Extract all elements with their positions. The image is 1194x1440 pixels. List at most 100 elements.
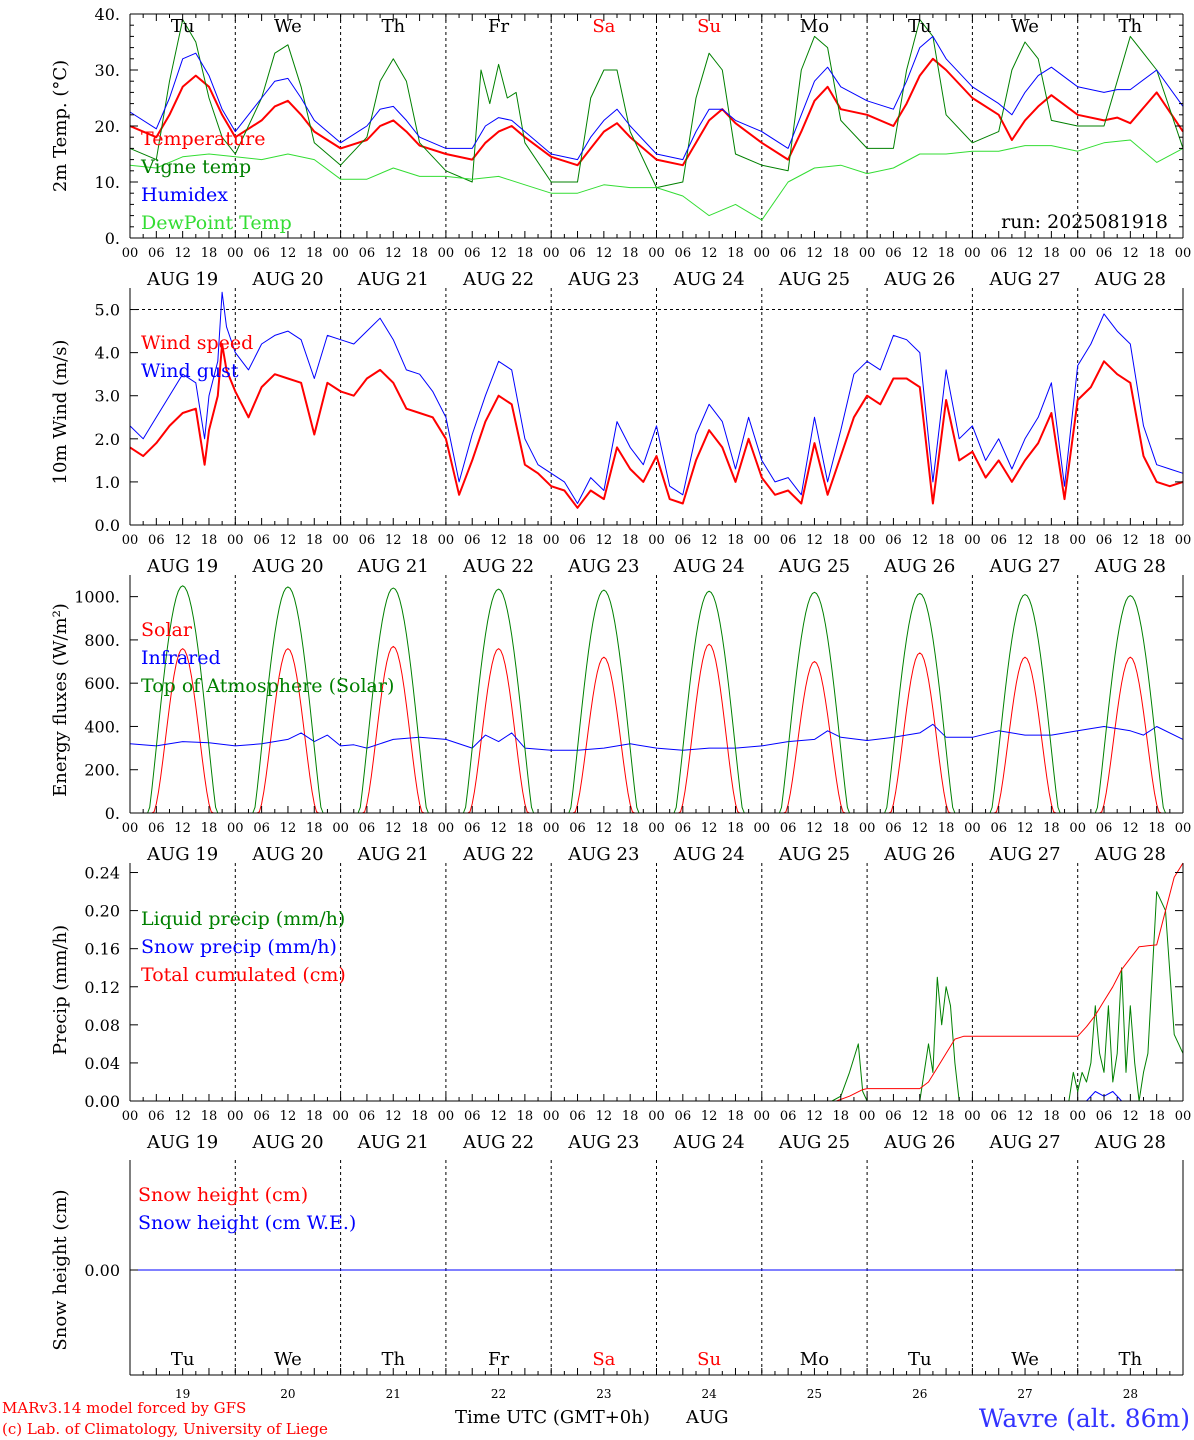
weekday-label-bottom: Mo	[800, 1349, 829, 1370]
date-label: AUG 20	[251, 556, 323, 577]
legend-entry: Humidex	[141, 184, 228, 206]
date-label: AUG 20	[251, 1132, 323, 1153]
weekday-label-bottom: Fr	[488, 1349, 509, 1370]
weekday-label-bottom: Th	[381, 1349, 405, 1370]
hour-label: 00	[859, 1109, 876, 1124]
hour-label: 12	[1017, 246, 1034, 261]
day-number: 19	[175, 1387, 190, 1401]
legend-entry: Total cumulated (cm)	[141, 964, 346, 986]
hour-label: 06	[464, 1109, 481, 1124]
hour-label: 00	[1175, 533, 1192, 548]
hour-label: 00	[122, 821, 139, 836]
hour-label: 00	[754, 1109, 771, 1124]
day-number: 23	[596, 1387, 611, 1401]
hour-label: 18	[1043, 246, 1060, 261]
hour-label: 12	[596, 821, 613, 836]
legend-entry: Snow precip (mm/h)	[141, 936, 337, 958]
date-label: AUG 26	[883, 269, 955, 290]
legend-entry: Liquid precip (mm/h)	[141, 908, 345, 930]
hour-label: 18	[1148, 821, 1165, 836]
weekday-label-bottom: Tu	[171, 1349, 195, 1370]
run-label: run: 2025081918	[1001, 211, 1168, 233]
hour-label: 18	[727, 246, 744, 261]
date-label: AUG 23	[567, 1132, 639, 1153]
hour-label: 06	[1096, 821, 1113, 836]
hour-label: 00	[438, 1109, 455, 1124]
hour-label: 12	[1122, 1109, 1139, 1124]
date-label: AUG 26	[883, 556, 955, 577]
weekday-label-bottom: Sa	[592, 1349, 615, 1370]
hour-label: 18	[833, 533, 850, 548]
hour-label: 06	[359, 821, 376, 836]
hour-label: 00	[859, 246, 876, 261]
hour-label: 18	[306, 821, 323, 836]
hour-label: 06	[990, 246, 1007, 261]
date-label: AUG 24	[673, 269, 745, 290]
weekday-label-bottom: Tu	[908, 1349, 932, 1370]
hour-label: 12	[701, 1109, 718, 1124]
weekday-label-top: We	[274, 16, 302, 37]
hour-label: 18	[1043, 1109, 1060, 1124]
hour-label: 12	[1122, 821, 1139, 836]
date-label: AUG 24	[673, 556, 745, 577]
y-tick-label: 40.	[95, 5, 120, 24]
panel-energy: 0. 200. 400. 600. 800. 1000.Energy fluxes (W/…	[50, 575, 1191, 865]
date-label: AUG 26	[883, 844, 955, 865]
series-line-humidex	[129, 35, 1184, 161]
y-tick-label: 0.08	[84, 1016, 120, 1035]
weekday-label-top: Th	[1119, 16, 1143, 37]
hour-label: 18	[833, 246, 850, 261]
y-tick-label: 1.0	[95, 473, 120, 492]
y-tick-label: 0.00	[84, 1261, 120, 1280]
weekday-label-top: Tu	[171, 16, 195, 37]
y-tick-label: 0.16	[84, 940, 120, 959]
hour-label: 00	[754, 821, 771, 836]
day-number: 21	[386, 1387, 401, 1401]
legend-entry: Temperature	[141, 128, 265, 150]
hour-label: 18	[938, 246, 955, 261]
hour-label: 12	[490, 533, 507, 548]
date-label: AUG 22	[462, 556, 534, 577]
hour-label: 00	[543, 533, 560, 548]
hour-label: 00	[227, 246, 244, 261]
x-axis-label: Time UTC (GMT+0h)	[455, 1407, 650, 1428]
hour-label: 00	[1069, 821, 1086, 836]
hour-label: 00	[964, 246, 981, 261]
hour-label: 00	[964, 821, 981, 836]
panel-precip: 0.00 0.04 0.08 0.12 0.16 0.20 0.24 Precip (mm/h…	[50, 862, 1191, 1153]
weekday-label-top: Tu	[908, 16, 932, 37]
y-tick-label: 600.	[84, 674, 120, 693]
hour-label: 06	[253, 821, 270, 836]
date-label: AUG 28	[1094, 269, 1166, 290]
y-tick-label: 0.00	[84, 1092, 120, 1111]
hour-label: 06	[569, 1109, 586, 1124]
hour-label: 00	[648, 246, 665, 261]
hour-label: 12	[174, 533, 191, 548]
hour-label: 00	[227, 821, 244, 836]
hour-label: 00	[754, 246, 771, 261]
hour-label: 12	[490, 1109, 507, 1124]
series-line-temperature	[129, 57, 1184, 167]
hour-label: 12	[490, 246, 507, 261]
series-line-wind-speed	[129, 343, 1184, 509]
hour-label: 18	[727, 821, 744, 836]
y-tick-label: 0.24	[84, 864, 120, 883]
date-label: AUG 20	[251, 269, 323, 290]
hour-label: 18	[201, 1109, 218, 1124]
hour-label: 12	[596, 1109, 613, 1124]
hour-label: 06	[569, 246, 586, 261]
y-axis-label: Snow height (cm)	[50, 1189, 71, 1350]
hour-label: 00	[332, 246, 349, 261]
legend-entry: Snow height (cm)	[138, 1184, 308, 1206]
hour-label: 06	[675, 1109, 692, 1124]
hour-label: 12	[385, 821, 402, 836]
hour-label: 12	[911, 246, 928, 261]
hour-label: 00	[543, 821, 560, 836]
hour-label: 00	[859, 533, 876, 548]
hour-label: 18	[201, 533, 218, 548]
date-label: AUG 25	[778, 269, 850, 290]
date-label: AUG 24	[673, 844, 745, 865]
hour-label: 18	[411, 246, 428, 261]
hour-label: 06	[780, 533, 797, 548]
hour-label: 18	[833, 1109, 850, 1124]
